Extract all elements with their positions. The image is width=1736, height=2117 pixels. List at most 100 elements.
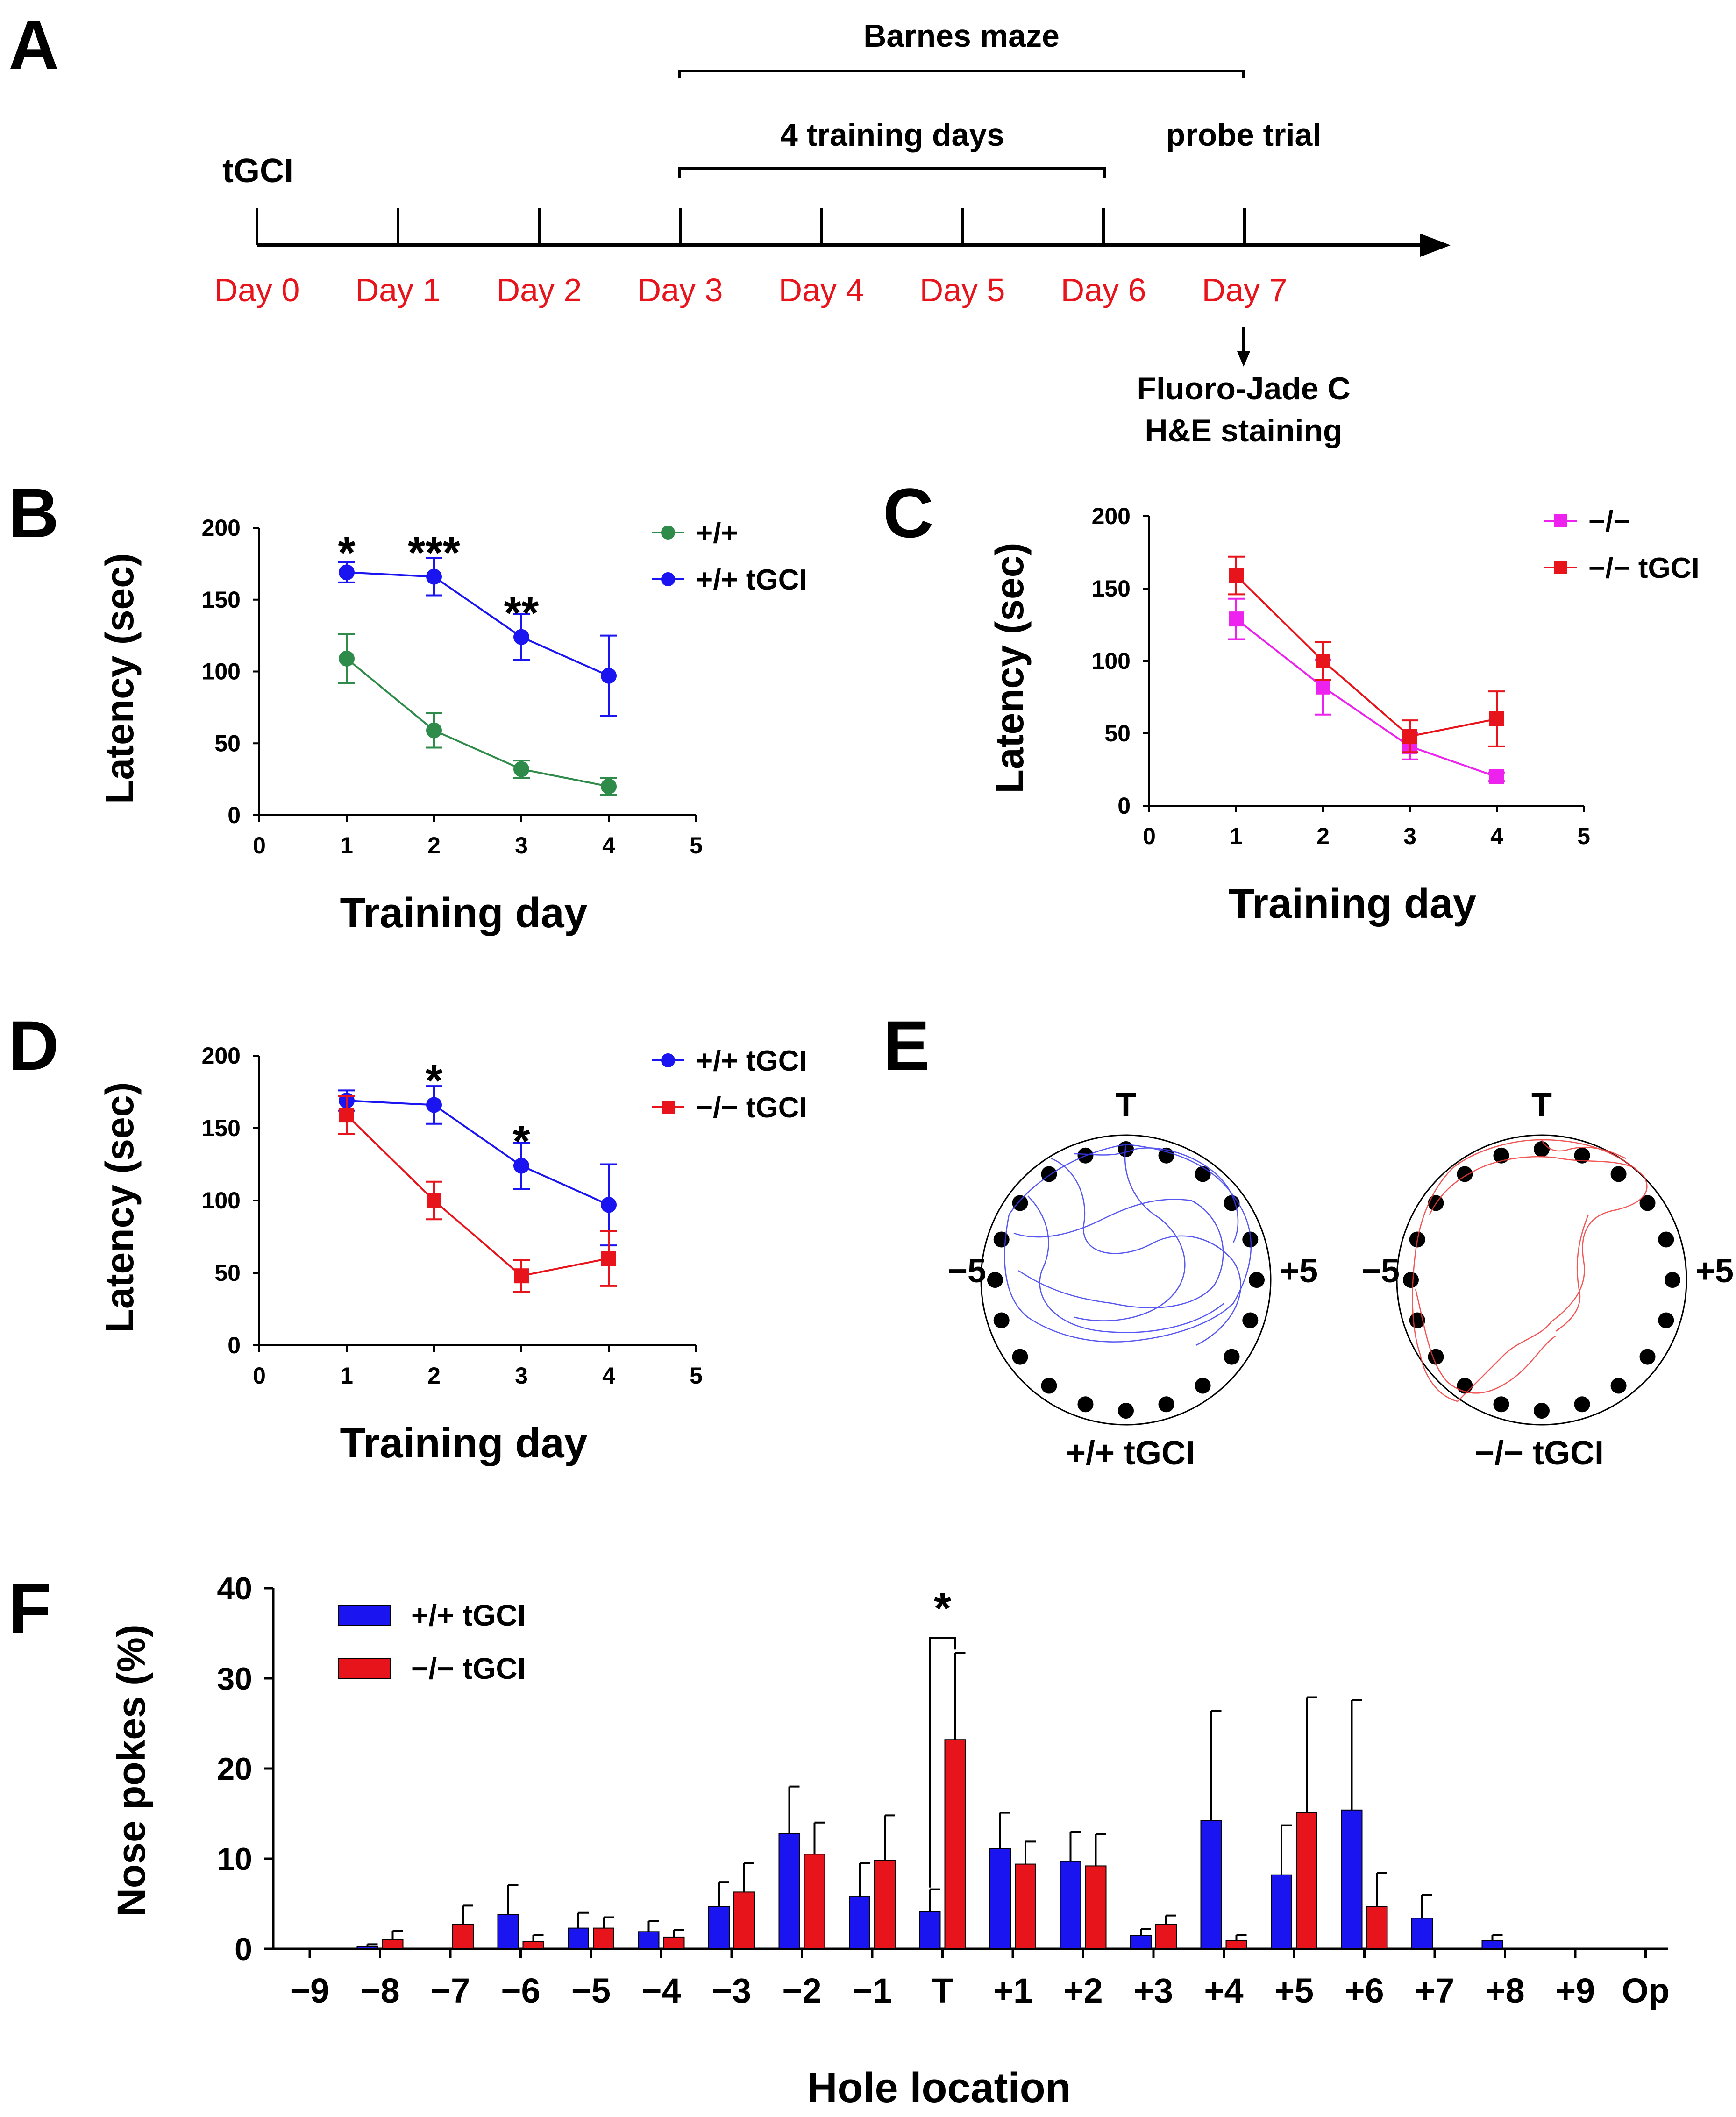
data-point <box>339 650 355 667</box>
x-tick-label: +7 <box>1415 1971 1454 2010</box>
maze-hole <box>1195 1378 1211 1394</box>
maze-hole <box>1195 1166 1211 1182</box>
bar <box>944 1739 966 1949</box>
bar <box>452 1924 474 1950</box>
maze-knockout: T −5 +5 −/− tGCI <box>1361 1087 1734 1472</box>
maze-hole <box>1041 1378 1057 1394</box>
x-axis-label: Hole location <box>807 2065 1071 2111</box>
x-tick-label: −2 <box>782 1971 821 2010</box>
x-tick-label: 5 <box>1577 823 1590 849</box>
timeline-day-label: Day 0 <box>214 272 300 308</box>
panel-letter-c: C <box>883 474 933 552</box>
series-line <box>346 571 609 677</box>
bar <box>1015 1863 1036 1950</box>
y-tick-label: 200 <box>202 1043 241 1069</box>
series-line <box>1235 618 1497 778</box>
x-tick-label: −1 <box>853 1971 892 2010</box>
timeline-day-label: Day 7 <box>1202 272 1288 308</box>
data-point <box>601 1197 617 1213</box>
timeline-arrowhead <box>1420 234 1451 257</box>
y-tick-label: 0 <box>228 1332 241 1358</box>
legend-label: +/+ tGCI <box>696 564 807 596</box>
maze-hole <box>1658 1231 1674 1248</box>
x-tick-label: −4 <box>641 1971 681 2010</box>
maze-hole <box>1665 1272 1680 1288</box>
x-tick-label: 1 <box>340 1363 353 1389</box>
legend-label: −/− <box>1588 505 1630 538</box>
x-tick-label: 2 <box>427 1363 441 1389</box>
y-tick-label: 0 <box>228 802 241 828</box>
legend-label: −/− tGCI <box>411 1652 526 1685</box>
x-tick-label: +9 <box>1556 1971 1595 2010</box>
legend-swatch <box>338 1605 391 1626</box>
x-tick-label: +4 <box>1204 1971 1243 2010</box>
maze-hole <box>1639 1349 1656 1365</box>
series-line <box>1235 575 1497 738</box>
bar <box>919 1911 941 1950</box>
legend-marker <box>1554 561 1567 574</box>
legend-label: +/+ tGCI <box>411 1598 526 1632</box>
y-tick-label: 100 <box>1092 648 1131 674</box>
maze-knockout-target-label: T <box>1531 1087 1552 1124</box>
bar <box>1411 1918 1433 1949</box>
data-point <box>426 568 442 585</box>
x-tick-label: Op <box>1622 1971 1670 2010</box>
x-tick-label: 3 <box>1403 823 1416 849</box>
data-point <box>514 1268 529 1284</box>
y-tick-label: 0 <box>1117 793 1131 819</box>
x-tick-label: +5 <box>1274 1971 1314 2010</box>
x-axis-label: Training day <box>1229 881 1476 927</box>
legend-marker <box>661 1053 675 1067</box>
y-axis-label: Latency (sec) <box>98 553 142 804</box>
data-point <box>513 1158 529 1174</box>
x-tick-label: 2 <box>427 832 441 859</box>
bar <box>568 1927 589 1949</box>
bar <box>638 1931 660 1950</box>
legend-marker <box>662 1101 675 1114</box>
maze-wildtype-plus5-label: +5 <box>1280 1252 1318 1290</box>
timeline-day-label: Day 6 <box>1061 272 1146 308</box>
x-tick-label: −7 <box>431 1971 470 2010</box>
maze-hole <box>1610 1166 1627 1182</box>
timeline-day-label: Day 3 <box>638 272 723 308</box>
bar <box>804 1854 825 1950</box>
bar <box>778 1833 800 1949</box>
training-days-label: 4 training days <box>780 117 1004 153</box>
maze-wildtype: T −5 +5 +/+ tGCI <box>948 1087 1318 1472</box>
x-tick-label: −8 <box>360 1971 399 2010</box>
timeline-day-label: Day 5 <box>920 272 1005 308</box>
x-tick-label: 0 <box>253 832 266 859</box>
bar <box>849 1896 870 1950</box>
data-point <box>1489 711 1504 726</box>
x-tick-label: T <box>932 1971 953 2010</box>
legend-label: −/− tGCI <box>696 1092 807 1124</box>
x-tick-label: −3 <box>712 1971 751 2010</box>
significance-marker: * <box>512 1116 530 1166</box>
x-tick-label: +6 <box>1345 1971 1384 2010</box>
significance-marker: *** <box>408 528 461 578</box>
bar <box>989 1848 1011 1950</box>
legend-marker <box>661 526 675 540</box>
y-tick-label: 10 <box>217 1841 252 1877</box>
y-tick-label: 100 <box>202 1187 241 1214</box>
x-tick-label: 1 <box>340 832 353 859</box>
panel-letter-d: D <box>8 1006 59 1085</box>
maze-knockout-outline <box>1396 1134 1687 1426</box>
x-axis-label: Training day <box>340 890 587 937</box>
bar <box>733 1891 755 1949</box>
data-point <box>339 1108 354 1123</box>
data-point <box>601 1251 616 1266</box>
data-point <box>601 778 617 795</box>
y-tick-label: 20 <box>217 1751 252 1787</box>
x-tick-label: 4 <box>1490 823 1503 849</box>
barnes-maze-bracket <box>678 70 1245 78</box>
data-point <box>601 668 617 684</box>
maze-hole <box>993 1312 1010 1328</box>
legend-marker <box>661 572 675 586</box>
bar <box>1296 1812 1317 1950</box>
timeline-ticks <box>256 208 1246 245</box>
bar <box>356 1946 378 1949</box>
